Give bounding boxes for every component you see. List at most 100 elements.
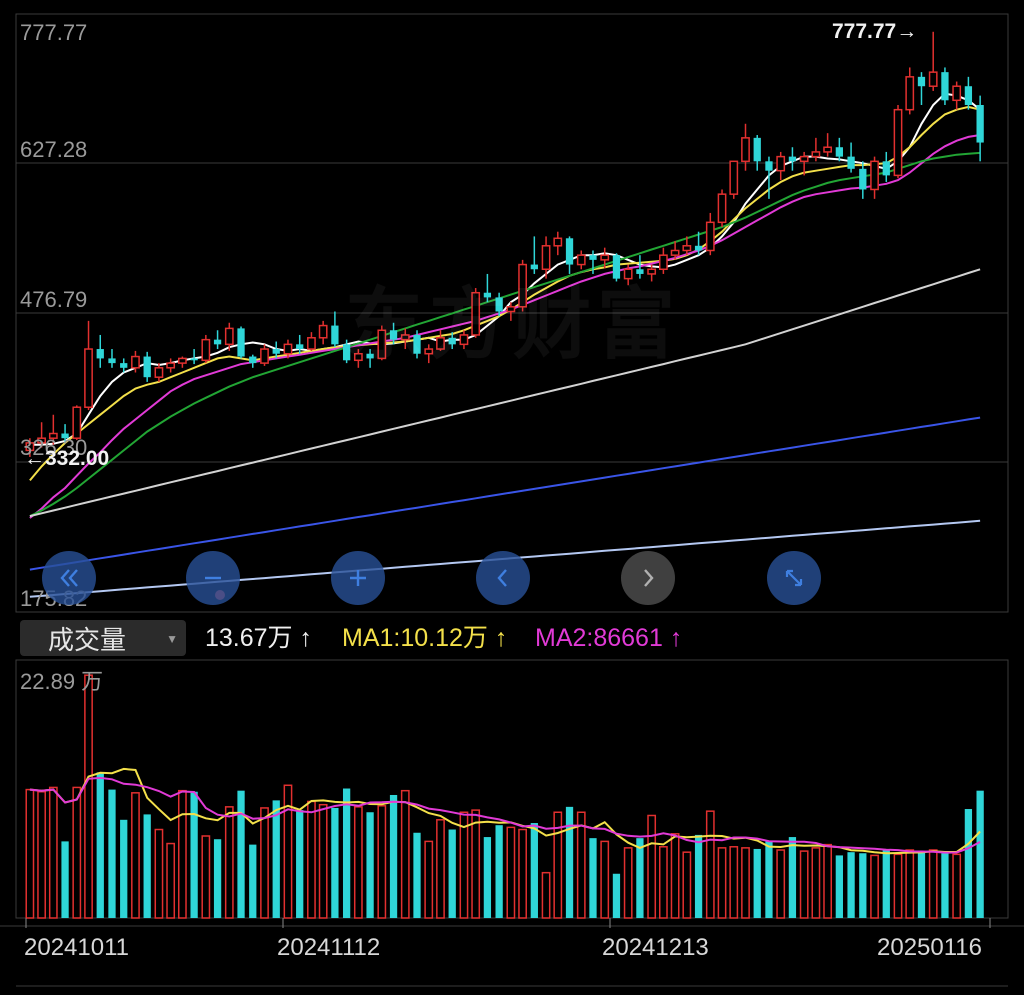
volume-bar-up xyxy=(928,849,938,919)
volume-bar-down xyxy=(917,852,926,918)
candle-body-up xyxy=(48,432,58,439)
volume-bar-down xyxy=(565,806,574,918)
volume-bar-down xyxy=(296,810,304,918)
candle-body-down xyxy=(964,86,973,105)
volume-bar-up xyxy=(717,847,727,919)
candle-body-up xyxy=(928,71,938,87)
date-label: 20250116 xyxy=(877,934,982,961)
price-axis-label-top: 777.77 xyxy=(20,20,88,45)
volume-bar-down xyxy=(448,829,456,918)
volume-bar-up xyxy=(154,828,164,919)
volume-bar-down xyxy=(213,839,222,918)
volume-bar-down xyxy=(366,812,374,918)
volume-bar-down xyxy=(249,844,257,918)
candle-body-up xyxy=(72,406,82,439)
candle-body-up xyxy=(37,437,46,444)
volume-bar-up xyxy=(459,811,469,919)
candle-body-down xyxy=(882,161,890,176)
volume-bar-up xyxy=(436,819,445,919)
volume-bar-up xyxy=(177,789,187,919)
volume-bar-up xyxy=(905,849,915,919)
volume-bar-down xyxy=(342,788,351,918)
candle-body-down xyxy=(941,72,949,101)
low-price-marker: ←332.00 xyxy=(24,447,110,470)
candle-body-up xyxy=(400,334,410,341)
volume-ma1: MA1:10.12万 ↑ xyxy=(342,624,508,652)
volume-bar-down xyxy=(612,873,621,918)
chevron-right-icon xyxy=(644,569,654,587)
candle-body-up xyxy=(600,254,610,261)
candle-body-down xyxy=(976,104,984,143)
candle-body-down xyxy=(96,349,104,359)
candle-body-down xyxy=(331,325,339,345)
volume-bar-up xyxy=(224,806,234,919)
zoom-out-button[interactable] xyxy=(186,551,240,605)
indicator-selector[interactable]: 成交量 ▼ xyxy=(20,620,186,656)
candle-body-up xyxy=(436,337,445,350)
scroll-left-fast-button[interactable] xyxy=(42,551,96,605)
scroll-left-button[interactable] xyxy=(476,551,530,605)
volume-bar-down xyxy=(96,772,104,918)
scroll-right-button[interactable] xyxy=(621,551,675,605)
candle-body-down xyxy=(448,337,456,345)
candle-body-up xyxy=(952,85,962,102)
volume-bar-down xyxy=(237,790,245,918)
candle-body-up xyxy=(870,160,879,191)
expand-icon xyxy=(785,569,803,587)
volume-bar-up xyxy=(576,811,586,919)
volume-bar-down xyxy=(964,809,973,918)
zoom-in-button[interactable] xyxy=(331,551,385,605)
volume-bar-up xyxy=(518,828,527,919)
candle-body-down xyxy=(190,358,198,361)
volume-bar-up xyxy=(37,790,46,919)
date-label: 20241011 xyxy=(24,934,129,961)
volume-bar-down xyxy=(859,853,867,918)
indicator-selector-label: 成交量 xyxy=(48,624,127,655)
chevron-left-icon xyxy=(497,569,507,587)
candle-body-up xyxy=(307,337,316,350)
candle-body-down xyxy=(366,353,374,359)
volume-bar-up xyxy=(811,847,821,919)
candle-body-down xyxy=(296,344,304,350)
candle-body-up xyxy=(131,355,140,369)
volume-bar-down xyxy=(143,814,151,918)
moving-average-line xyxy=(29,268,981,518)
candle-body-up xyxy=(518,263,527,308)
candle-body-down xyxy=(835,147,843,157)
volume-bar-down xyxy=(976,790,984,918)
volume-bar-up xyxy=(166,842,176,919)
volume-bar-up xyxy=(952,853,962,919)
volume-bar-down xyxy=(389,794,398,918)
candle-body-down xyxy=(61,433,69,439)
candle-body-down xyxy=(753,137,761,162)
volume-bar-up xyxy=(424,840,434,919)
volume-axis-label: 22.89 万 xyxy=(20,669,104,694)
volume-bar-up xyxy=(471,809,481,919)
candle-body-down xyxy=(483,292,492,298)
volume-bar-up xyxy=(72,786,82,919)
volume-bar-up xyxy=(318,803,328,919)
candle-body-up xyxy=(623,268,633,280)
candle-body-down xyxy=(847,156,855,169)
volume-bar-down xyxy=(636,838,644,918)
candle-body-up xyxy=(318,324,328,339)
volume-bar-up xyxy=(541,871,551,919)
volume-bar-up xyxy=(670,833,680,919)
volume-bar-up xyxy=(307,800,316,919)
candle-body-down xyxy=(565,238,574,265)
moving-average-line xyxy=(29,92,981,446)
volume-bar-up xyxy=(400,789,410,919)
candle-body-up xyxy=(166,362,176,369)
volume-ma2: MA2:86661 ↑ xyxy=(535,624,683,652)
candle-body-up xyxy=(25,442,35,452)
candle-body-down xyxy=(413,334,421,354)
double-chevron-left-icon xyxy=(60,569,78,587)
caret-down-icon: ▼ xyxy=(166,632,178,646)
candle-body-up xyxy=(177,357,187,364)
candle-body-up xyxy=(658,254,668,271)
candle-body-up xyxy=(424,348,434,355)
volume-bar-up xyxy=(799,850,809,919)
fullscreen-button[interactable] xyxy=(767,551,821,605)
date-label: 20241112 xyxy=(277,934,381,961)
